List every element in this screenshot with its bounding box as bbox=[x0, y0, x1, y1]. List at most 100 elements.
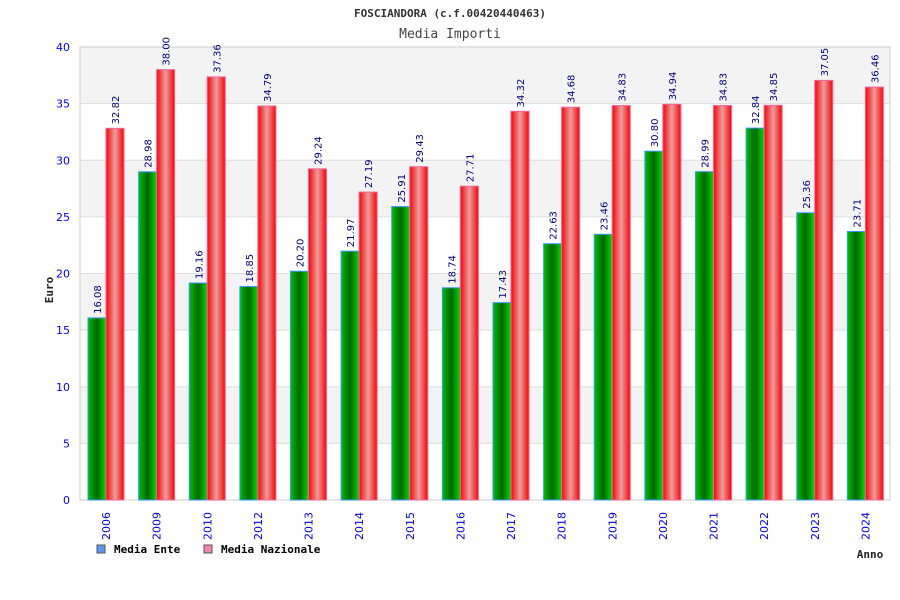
x-tick-label: 2017 bbox=[505, 512, 518, 540]
y-tick-label: 25 bbox=[56, 211, 70, 224]
y-tick-label: 30 bbox=[56, 154, 70, 167]
data-label: 32.84 bbox=[751, 95, 762, 124]
bar-media-ente bbox=[188, 282, 208, 501]
x-tick-label: 2014 bbox=[353, 512, 366, 540]
bar-media-nazionale bbox=[206, 76, 226, 501]
data-label: 34.94 bbox=[668, 72, 679, 101]
data-label: 34.79 bbox=[263, 73, 274, 102]
x-tick-label: 2009 bbox=[151, 512, 164, 540]
data-label: 36.46 bbox=[870, 54, 881, 83]
bar-media-nazionale bbox=[105, 127, 125, 501]
data-label: 18.85 bbox=[245, 254, 256, 283]
data-label: 17.43 bbox=[498, 270, 509, 299]
x-tick-label: 2020 bbox=[657, 512, 670, 540]
data-label: 16.08 bbox=[93, 285, 104, 314]
data-label: 34.32 bbox=[516, 79, 527, 108]
x-tick-label: 2015 bbox=[404, 512, 417, 540]
data-label: 20.20 bbox=[296, 239, 307, 268]
x-tick-label: 2010 bbox=[201, 512, 214, 540]
bar-media-nazionale bbox=[156, 69, 176, 501]
x-tick-label: 2013 bbox=[303, 512, 316, 540]
x-tick-label: 2022 bbox=[758, 512, 771, 540]
bar-media-ente bbox=[644, 150, 664, 501]
y-tick-label: 0 bbox=[63, 494, 70, 507]
y-tick-label: 10 bbox=[56, 381, 70, 394]
bar-media-ente bbox=[441, 287, 461, 501]
data-label: 37.36 bbox=[212, 44, 223, 73]
plot-border bbox=[79, 46, 891, 501]
legend-label-ente: Media Ente bbox=[114, 543, 181, 556]
data-label: 28.98 bbox=[144, 139, 155, 168]
y-tick-label: 5 bbox=[63, 437, 70, 450]
data-label: 25.91 bbox=[397, 174, 408, 203]
bar-media-nazionale bbox=[459, 185, 479, 501]
bar-media-nazionale bbox=[713, 105, 732, 501]
data-label: 29.24 bbox=[314, 136, 325, 165]
bar-media-ente bbox=[796, 212, 816, 501]
x-tick-label: 2023 bbox=[809, 512, 822, 540]
bar-media-nazionale bbox=[763, 104, 783, 501]
data-label: 23.71 bbox=[852, 199, 863, 228]
data-label: 21.97 bbox=[346, 219, 357, 248]
data-label: 37.05 bbox=[820, 48, 831, 77]
x-tick-label: 2019 bbox=[606, 512, 619, 540]
y-tick-label: 35 bbox=[56, 98, 70, 111]
bar-media-nazionale bbox=[257, 105, 277, 501]
x-tick-label: 2006 bbox=[100, 512, 113, 540]
data-label: 34.83 bbox=[617, 73, 628, 102]
data-label: 22.63 bbox=[549, 211, 560, 240]
bar-media-nazionale bbox=[611, 105, 631, 501]
x-axis-label: Anno bbox=[857, 548, 884, 561]
bar-media-ente bbox=[695, 171, 714, 501]
data-label: 34.68 bbox=[567, 75, 578, 104]
data-label: 34.83 bbox=[719, 73, 730, 102]
bar-media-ente bbox=[543, 243, 563, 501]
data-label: 30.80 bbox=[650, 119, 661, 148]
legend-swatch-nazionale bbox=[203, 544, 213, 554]
bar-media-ente bbox=[87, 317, 107, 501]
bar-media-nazionale bbox=[510, 110, 530, 501]
y-tick-label: 15 bbox=[56, 324, 70, 337]
y-axis-label: Euro bbox=[43, 276, 56, 303]
bar-media-nazionale bbox=[814, 79, 834, 501]
bar-media-nazionale bbox=[561, 106, 581, 501]
data-label: 25.36 bbox=[802, 180, 813, 209]
data-label: 19.16 bbox=[194, 250, 205, 279]
x-tick-label: 2024 bbox=[859, 512, 872, 540]
bar-media-ente bbox=[745, 127, 765, 501]
data-label: 27.19 bbox=[364, 159, 375, 188]
bar-media-ente bbox=[391, 206, 411, 501]
bar-media-nazionale bbox=[308, 168, 327, 501]
data-label: 18.74 bbox=[447, 255, 458, 284]
legend-label-nazionale: Media Nazionale bbox=[221, 543, 321, 556]
bar-media-ente bbox=[290, 270, 309, 501]
bar-media-nazionale bbox=[409, 166, 429, 501]
bar-media-nazionale bbox=[864, 86, 884, 501]
data-label: 28.99 bbox=[701, 139, 712, 168]
bar-media-ente bbox=[340, 250, 360, 501]
x-tick-label: 2012 bbox=[252, 512, 265, 540]
data-label: 29.43 bbox=[415, 134, 426, 163]
bar-media-ente bbox=[138, 171, 158, 501]
data-label: 32.82 bbox=[111, 96, 122, 125]
bar-media-ente bbox=[846, 230, 866, 501]
x-tick-label: 2018 bbox=[556, 512, 569, 540]
y-tick-label: 20 bbox=[56, 268, 70, 281]
chart-title: FOSCIANDORA (c.f.00420440463) bbox=[354, 7, 546, 20]
chart-subtitle: Media Importi bbox=[399, 27, 501, 42]
data-label: 34.85 bbox=[769, 73, 780, 102]
data-label: 23.46 bbox=[599, 202, 610, 231]
bar-media-ente bbox=[239, 286, 259, 501]
x-tick-label: 2016 bbox=[454, 512, 467, 540]
bar-media-nazionale bbox=[662, 103, 682, 501]
bar-media-nazionale bbox=[358, 191, 378, 501]
y-tick-label: 40 bbox=[56, 41, 70, 54]
data-label: 38.00 bbox=[162, 37, 173, 66]
x-tick-label: 2021 bbox=[708, 512, 721, 540]
legend: Media Ente Media Nazionale bbox=[96, 543, 321, 556]
bar-media-ente bbox=[492, 302, 512, 501]
bar-media-ente bbox=[593, 233, 613, 501]
legend-swatch-ente bbox=[96, 544, 106, 554]
data-label: 27.71 bbox=[465, 154, 476, 183]
